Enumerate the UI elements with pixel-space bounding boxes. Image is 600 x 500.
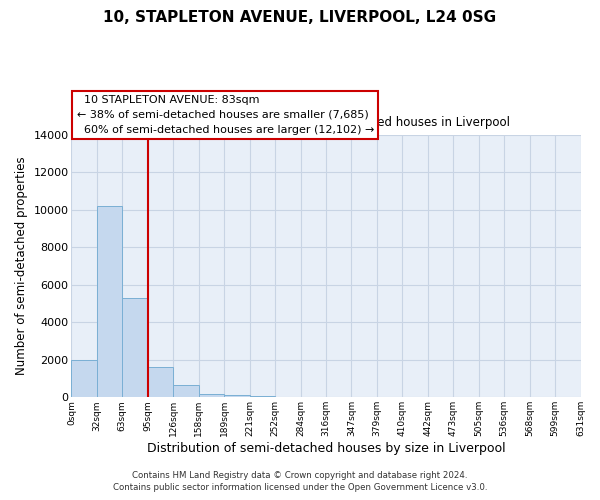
Bar: [97, 206, 122, 398]
Bar: [250, 396, 275, 398]
Bar: [199, 394, 224, 398]
Y-axis label: Number of semi-detached properties: Number of semi-detached properties: [15, 156, 28, 376]
Bar: [173, 385, 199, 398]
Bar: [71, 360, 97, 398]
Bar: [224, 395, 250, 398]
Bar: [148, 368, 173, 398]
X-axis label: Distribution of semi-detached houses by size in Liverpool: Distribution of semi-detached houses by …: [146, 442, 505, 455]
Text: 10 STAPLETON AVENUE: 83sqm
← 38% of semi-detached houses are smaller (7,685)
  6: 10 STAPLETON AVENUE: 83sqm ← 38% of semi…: [77, 95, 374, 134]
Bar: [122, 298, 148, 398]
Text: Contains HM Land Registry data © Crown copyright and database right 2024.
Contai: Contains HM Land Registry data © Crown c…: [113, 471, 487, 492]
Title: Size of property relative to semi-detached houses in Liverpool: Size of property relative to semi-detach…: [142, 116, 510, 130]
Text: 10, STAPLETON AVENUE, LIVERPOOL, L24 0SG: 10, STAPLETON AVENUE, LIVERPOOL, L24 0SG: [103, 10, 497, 25]
